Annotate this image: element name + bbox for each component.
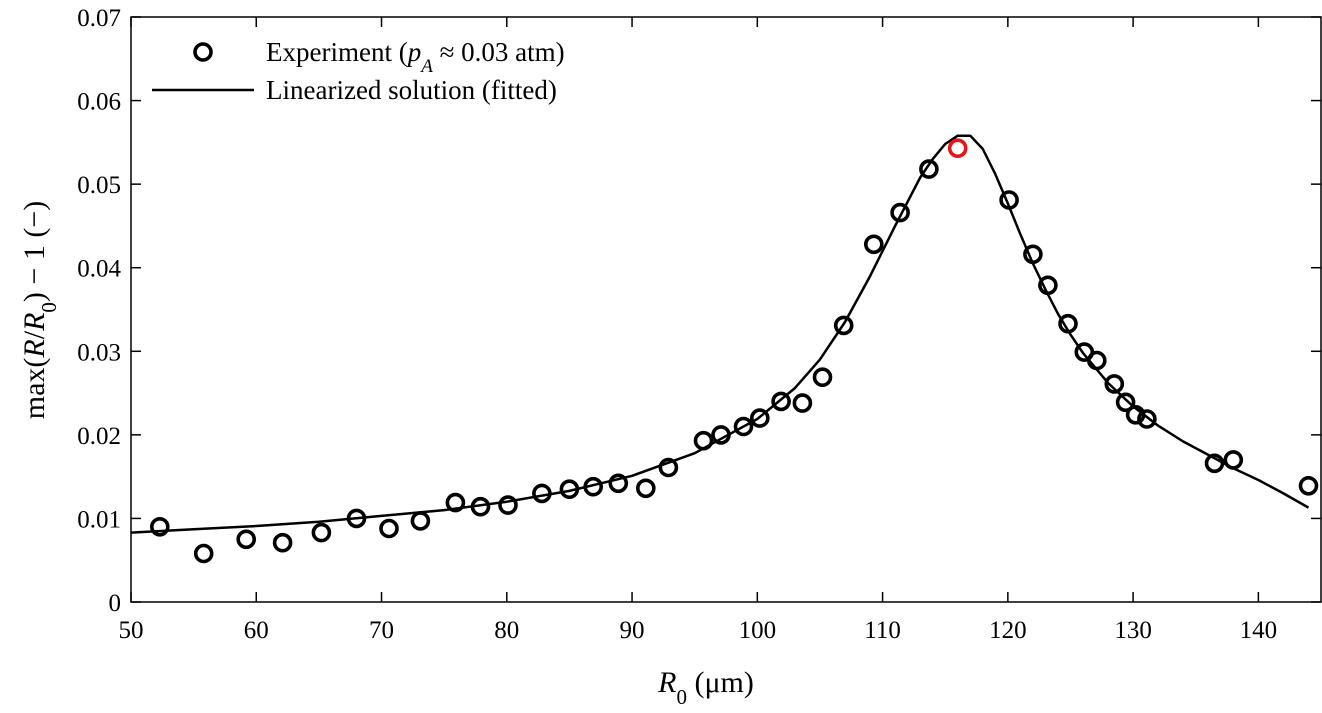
experiment-data-point	[410, 511, 431, 531]
experiment-data-point	[749, 408, 770, 428]
fit-curve-line	[130, 134, 1310, 534]
x-tick-label: 100	[739, 617, 777, 644]
x-tick-label: 80	[494, 617, 519, 644]
x-axis-ticks: 50 60 70 80 90 100 110 120 130 140	[119, 17, 1278, 644]
y-tick-label: 0.02	[77, 423, 121, 450]
x-tick-label: 90	[620, 617, 645, 644]
y-tick-label: 0.05	[77, 172, 121, 199]
experiment-data-point	[445, 492, 466, 513]
legend-label-fit: Linearized solution (fitted)	[266, 75, 557, 105]
x-tick-label: 110	[864, 617, 901, 644]
experiment-data-point	[1104, 374, 1125, 394]
experiment-data-point	[498, 495, 518, 515]
experiment-data-point	[771, 391, 791, 412]
experiment-data-point	[635, 478, 656, 499]
x-tick-label: 70	[369, 617, 394, 644]
fit-curve-layer	[130, 134, 1310, 534]
highlighted-data-point	[947, 138, 968, 158]
experiment-data-point	[379, 518, 399, 539]
x-tick-label: 60	[244, 617, 269, 644]
experiment-data-point	[236, 529, 256, 550]
y-axis-label: max(R/R0) − 1 (−)	[18, 201, 61, 419]
experiment-data-point	[608, 473, 629, 494]
experiment-data-point	[1125, 404, 1146, 425]
experiment-data-point	[833, 315, 854, 336]
y-tick-label: 0.06	[77, 89, 121, 116]
experiment-data-point	[311, 522, 332, 543]
y-tick-label: 0.07	[77, 5, 121, 32]
experiment-data-point	[272, 532, 293, 553]
y-tick-label: 0	[109, 590, 122, 617]
experiment-data-point	[1223, 450, 1244, 470]
y-tick-label: 0.04	[77, 256, 121, 283]
experiment-markers-layer	[150, 138, 1319, 564]
experiment-data-point	[1038, 275, 1058, 296]
experiment-data-point	[890, 202, 910, 223]
experiment-data-point	[583, 476, 604, 497]
experiment-data-point	[559, 479, 580, 500]
experiment-data-point	[693, 430, 714, 451]
experiment-data-point	[733, 416, 754, 437]
x-tick-label: 130	[1114, 617, 1152, 644]
x-tick-label: 140	[1240, 617, 1278, 644]
legend: Experiment (pA ≈ 0.03 atm) Linearized so…	[152, 37, 565, 105]
x-tick-label: 50	[119, 617, 144, 644]
experiment-data-point	[150, 516, 170, 537]
experiment-data-point	[999, 190, 1019, 210]
experiment-data-point	[532, 483, 552, 504]
legend-marker-experiment	[193, 42, 213, 62]
experiment-data-point	[1204, 453, 1225, 474]
experiment-data-point	[1087, 350, 1107, 371]
experiment-data-point	[1023, 244, 1043, 265]
experiment-data-point	[711, 425, 731, 445]
experiment-data-point	[346, 508, 367, 529]
experiment-data-point	[863, 234, 884, 255]
experiment-data-point	[1115, 392, 1136, 413]
experiment-data-point	[1058, 313, 1078, 334]
y-tick-label: 0.01	[77, 506, 121, 533]
experiment-data-point	[1137, 409, 1157, 429]
experiment-data-point	[193, 543, 214, 564]
experiment-data-point	[919, 159, 939, 179]
plot-frame	[130, 16, 1322, 603]
x-tick-label: 120	[989, 617, 1027, 644]
y-tick-label: 0.03	[77, 339, 121, 366]
experiment-data-point	[1298, 475, 1319, 496]
experiment-data-point	[470, 496, 491, 517]
x-axis-label: R0 (μm)	[657, 666, 754, 709]
experiment-data-point	[812, 367, 833, 388]
experiment-data-point	[792, 393, 813, 413]
y-axis-ticks: 0 0.01 0.02 0.03 0.04 0.05 0.06 0.07	[77, 5, 1321, 617]
legend-label-experiment: Experiment (pA ≈ 0.03 atm)	[266, 37, 565, 77]
experiment-data-point	[658, 457, 679, 478]
